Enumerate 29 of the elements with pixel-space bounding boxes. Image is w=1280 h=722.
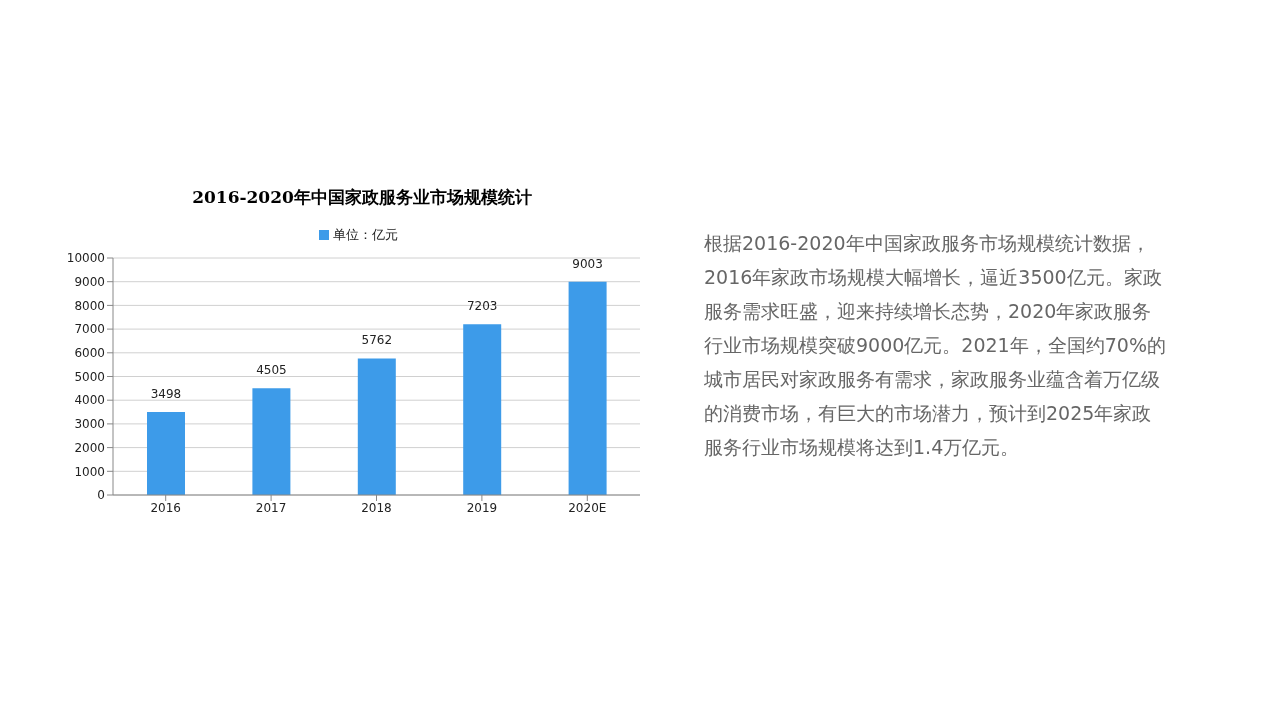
y-tick-label: 2000 xyxy=(74,440,105,455)
x-tick-label: 2016 xyxy=(150,500,181,515)
data-label: 4505 xyxy=(256,363,287,378)
y-tick-label: 8000 xyxy=(74,298,105,313)
x-tick-label: 2020E xyxy=(568,500,607,515)
y-tick-label: 5000 xyxy=(74,369,105,384)
x-tick-label: 2017 xyxy=(255,500,287,515)
bar xyxy=(252,388,291,495)
legend-label: 单位：亿元 xyxy=(331,227,398,242)
y-tick-label: 1000 xyxy=(74,464,105,479)
bar xyxy=(147,412,185,495)
data-label: 5762 xyxy=(361,333,393,348)
data-label: 9003 xyxy=(572,256,603,271)
y-tick-label: 6000 xyxy=(74,346,105,361)
data-label: 3498 xyxy=(150,387,182,402)
x-tick-label: 2018 xyxy=(361,500,392,515)
bar xyxy=(568,281,607,495)
y-tick-label: 0 xyxy=(97,488,105,503)
x-tick-label: 2019 xyxy=(466,500,498,515)
y-tick-label: 4000 xyxy=(74,393,105,408)
bar xyxy=(463,324,502,495)
y-tick-label: 7000 xyxy=(74,322,105,337)
bar xyxy=(357,358,396,495)
y-tick-label: 9000 xyxy=(74,274,105,289)
text: 根据2016-2020年中国家政服务市场规模统计数据，2016年家政市场规模大幅增长，逼近3500亿元。家政服务需求旺盛，迎来持续增长态势，2020年家政服务行业市场规模突破9000亿元。2021年，全国约70%的城市居民对家政服务有需求，家政服务业蕴含着万亿级的消费市场，有巨大的市场潜力，预计到2025年家政服务行业市场规模将达到1.4万亿元。 xyxy=(704,231,1166,460)
chart-title: 2016-2020年中国家政服务业市场规模统计 xyxy=(191,186,533,209)
data-label: 7203 xyxy=(466,299,498,314)
y-tick-label: 10000 xyxy=(66,251,105,266)
y-tick-label: 3000 xyxy=(74,417,105,432)
